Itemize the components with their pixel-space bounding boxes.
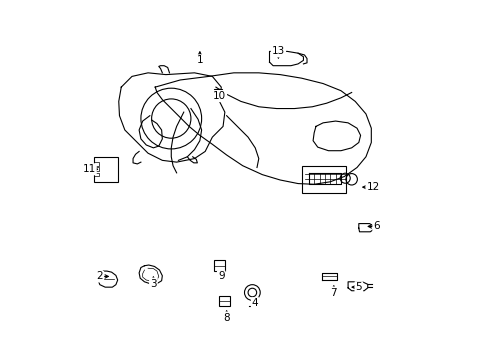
- Bar: [214, 89, 222, 98]
- Bar: [219, 296, 230, 306]
- Bar: [94, 167, 99, 171]
- Text: 6: 6: [373, 221, 379, 231]
- Text: 3: 3: [150, 279, 156, 289]
- Bar: [94, 173, 99, 176]
- Text: 13: 13: [271, 46, 285, 57]
- Text: 4: 4: [251, 298, 258, 308]
- Text: 11: 11: [82, 164, 96, 174]
- Bar: [94, 157, 118, 182]
- Text: 10: 10: [212, 91, 225, 101]
- Text: 8: 8: [223, 312, 229, 323]
- Bar: [301, 166, 346, 193]
- Bar: [94, 162, 99, 166]
- Text: 5: 5: [355, 282, 362, 292]
- Text: 2: 2: [96, 271, 103, 282]
- Text: 9: 9: [218, 271, 224, 282]
- Text: 12: 12: [366, 182, 379, 192]
- Text: 1: 1: [196, 55, 203, 65]
- Text: 7: 7: [330, 288, 336, 297]
- Bar: [214, 260, 224, 271]
